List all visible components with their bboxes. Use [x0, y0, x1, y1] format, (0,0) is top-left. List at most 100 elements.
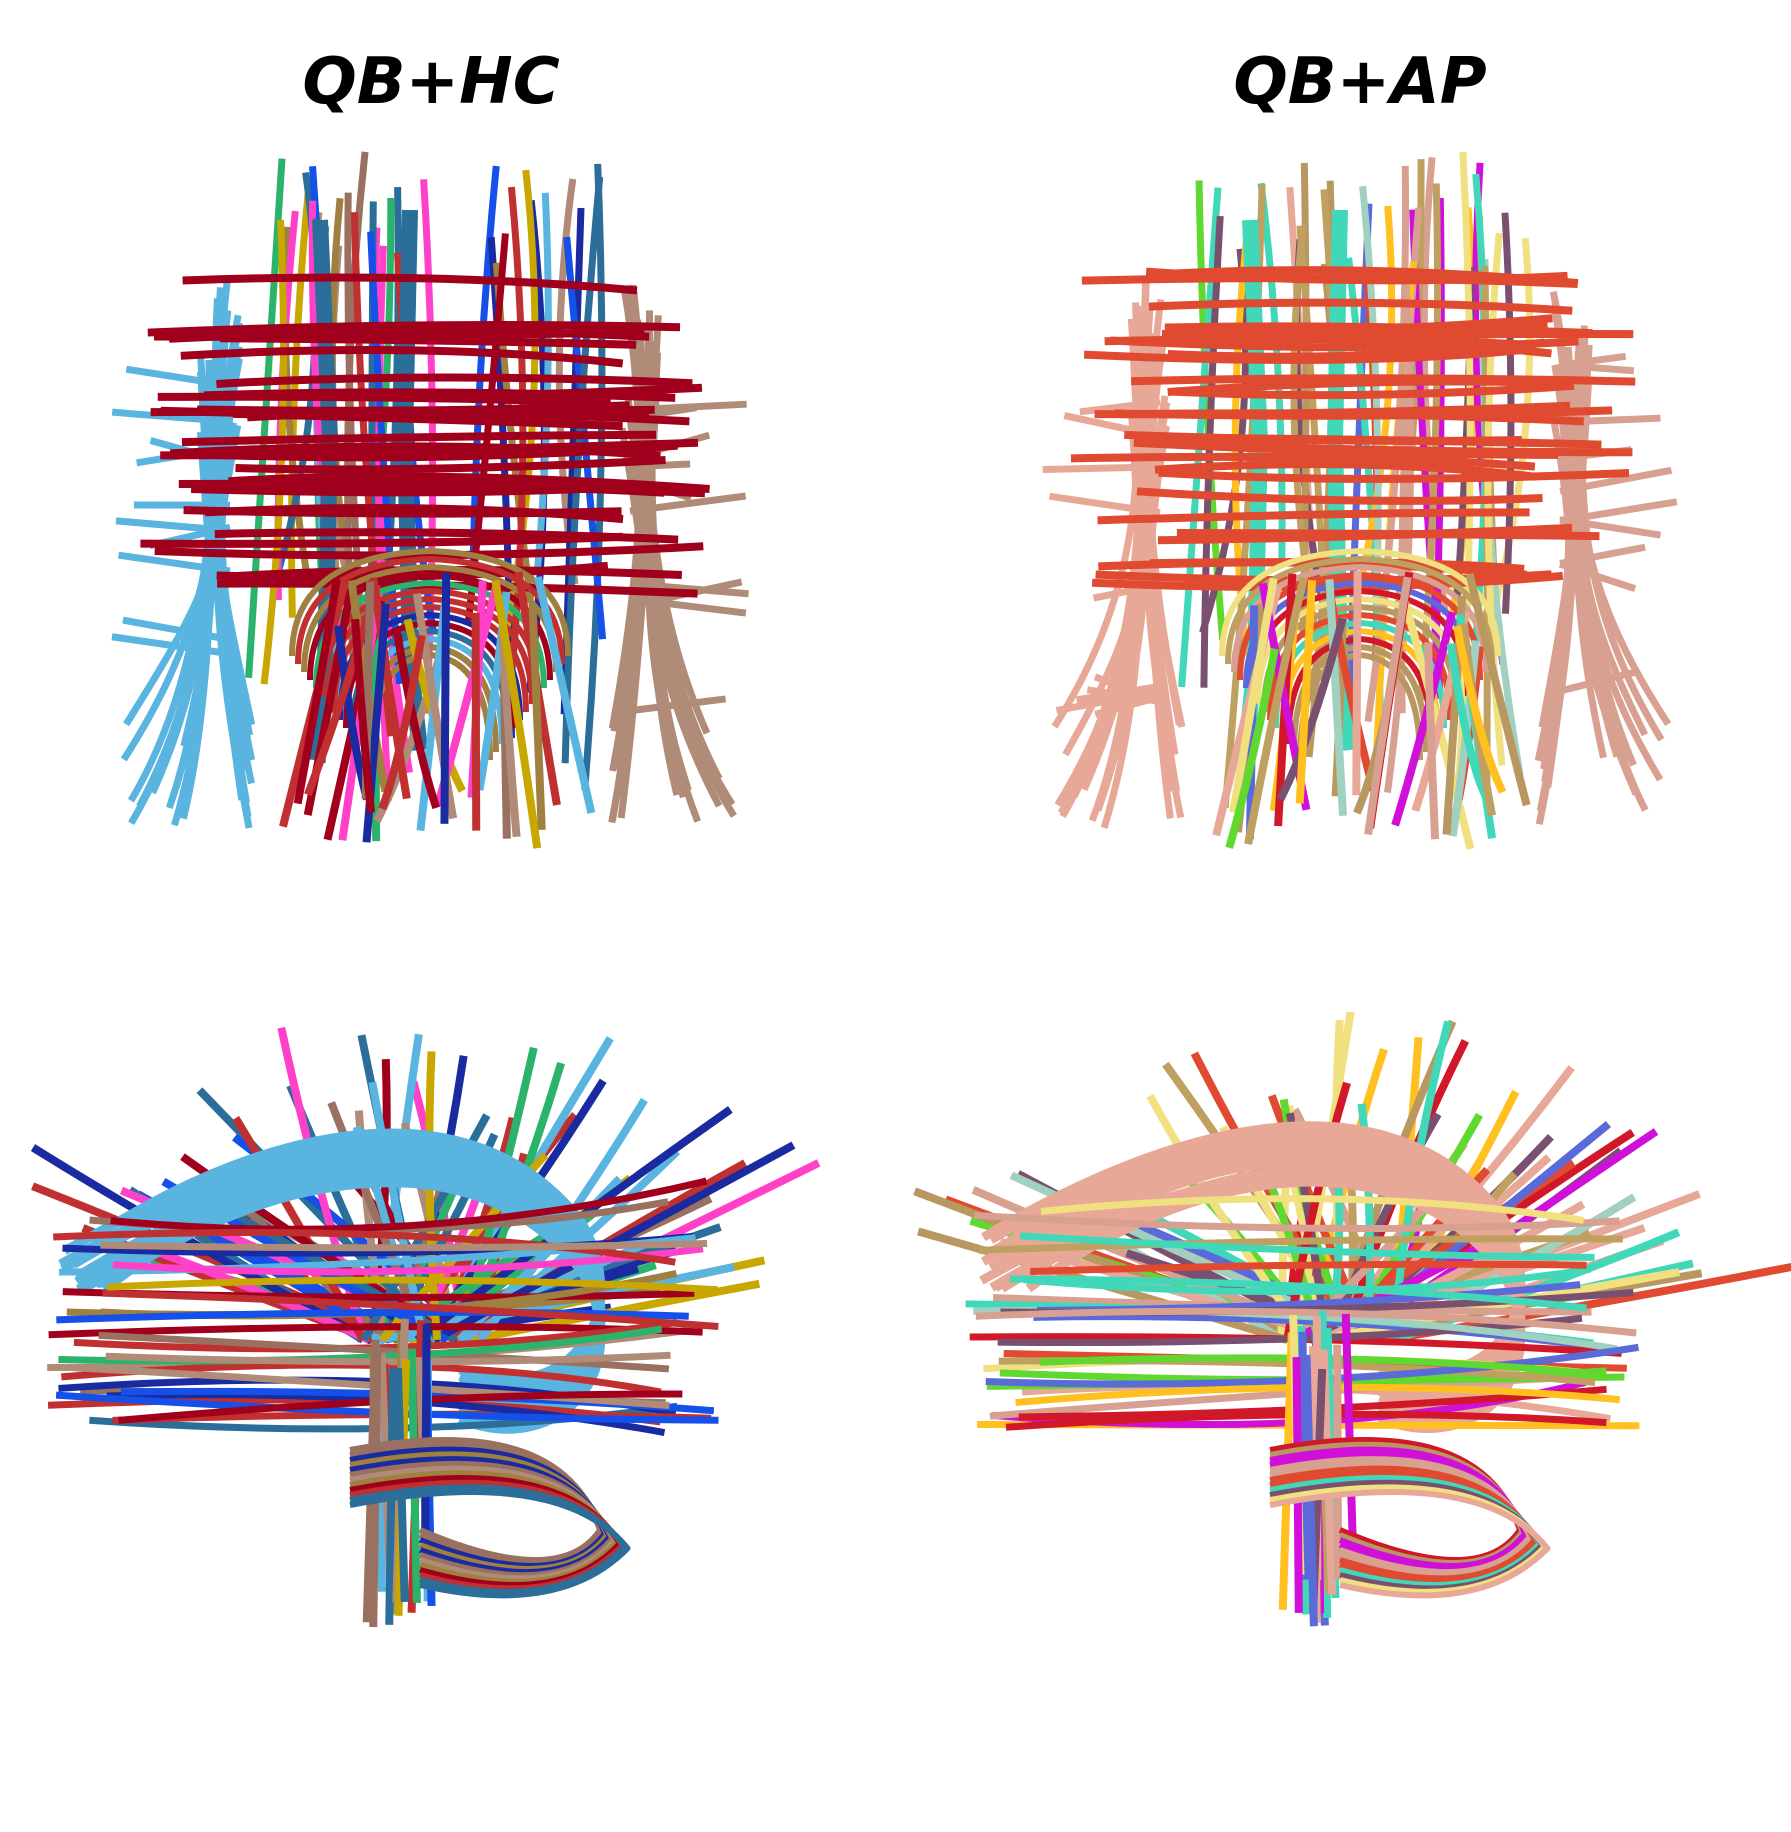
sagittal-view-qb-hc	[30, 1010, 840, 1710]
fiber-streamline	[1093, 673, 1162, 705]
sagittal-view-qb-ap	[913, 1010, 1791, 1710]
fiber-streamline	[1325, 579, 1347, 816]
fiber-streamline	[1167, 377, 1552, 396]
fiber-streamline	[629, 492, 747, 515]
fiber-streamline	[1276, 617, 1347, 802]
fiber-streamline	[533, 192, 552, 573]
fiber-streamline	[1131, 374, 1636, 386]
fiber-streamline	[183, 506, 622, 518]
fiber-streamline	[528, 603, 546, 830]
fiber-streamline	[1269, 1489, 1551, 1599]
fiber-streamline	[974, 1211, 1620, 1232]
fiber-streamline	[1094, 401, 1571, 419]
fiber-streamline	[1559, 352, 1627, 369]
fiber-streamline	[220, 334, 637, 349]
fiber-streamline	[1095, 570, 1552, 585]
fiber-streamline	[392, 627, 441, 810]
fiber-streamline	[102, 1289, 719, 1330]
fiber-streamline	[1465, 572, 1531, 807]
fiber-streamline	[1148, 298, 1573, 315]
fiber-streamline	[1231, 564, 1489, 673]
fiber-streamline	[214, 528, 679, 544]
fiber-streamline	[56, 1308, 689, 1324]
fiber-streamline	[1559, 466, 1673, 495]
fiber-streamline	[111, 633, 231, 658]
fiber-streamline	[1319, 1268, 1680, 1344]
fiber-streamline	[111, 408, 231, 425]
fiber-streamline	[118, 551, 231, 575]
fiber-streamline	[425, 1051, 442, 1341]
fiber-streamline	[289, 548, 571, 657]
fiber-streamline	[1424, 642, 1440, 840]
fiber-streamline	[1145, 267, 1568, 285]
fiber-streamline	[58, 1152, 605, 1409]
fiber-streamline	[561, 176, 604, 764]
fiber-streamline	[107, 1276, 718, 1294]
axial-view-qb-hc	[110, 140, 750, 960]
fiber-streamline	[180, 346, 624, 368]
fiber-streamline	[125, 365, 231, 389]
fiber-streamline	[1021, 1155, 1525, 1411]
axial-view-qb-ap	[1040, 140, 1680, 960]
fiber-streamline	[1352, 570, 1362, 796]
fiber-streamline	[349, 1489, 631, 1599]
fiber-streamline	[1154, 460, 1537, 481]
fiber-streamline	[631, 374, 695, 737]
fiber-streamline	[157, 392, 611, 408]
fiber-streamline	[1138, 433, 1602, 449]
fiber-streamline	[1164, 322, 1593, 338]
fiber-streamline	[491, 579, 542, 849]
fiber-streamline	[1225, 648, 1279, 849]
fiber-streamline	[1391, 611, 1456, 827]
fiber-streamline	[53, 1229, 676, 1266]
fiber-streamline	[1040, 1195, 1585, 1224]
fiber-streamline	[1559, 498, 1678, 525]
fiber-streamline	[1160, 334, 1552, 358]
fiber-streamline	[1042, 463, 1161, 473]
fiber-streamline	[1136, 487, 1543, 505]
fiber-streamline	[1453, 625, 1507, 794]
fiber-streamline	[1229, 577, 1278, 814]
fiber-streamline	[978, 1235, 1623, 1254]
fiber-streamline	[1176, 529, 1600, 541]
fiber-streamline	[1559, 543, 1646, 567]
column-title-qb-hc: QB+HC	[302, 45, 560, 119]
fiber-streamline	[1559, 516, 1661, 539]
fiber-streamline	[1097, 508, 1530, 525]
fiber-streamline	[182, 273, 638, 295]
fiber-streamline	[1548, 328, 1587, 723]
fiber-streamline	[378, 634, 426, 811]
fiber-streamline	[169, 441, 678, 462]
fiber-streamline	[351, 618, 376, 814]
fiber-streamline	[1364, 576, 1412, 836]
fiber-streamline	[1009, 1275, 1588, 1312]
fiber-streamline	[235, 456, 666, 474]
column-title-qb-ap: QB+AP	[1233, 45, 1487, 119]
fiber-streamline	[534, 575, 596, 814]
fiber-streamline	[1166, 438, 1633, 457]
fiber-streamline	[581, 163, 606, 790]
fiber-streamline	[110, 1177, 708, 1233]
fiber-streamline	[100, 1239, 708, 1252]
fiber-streamline	[190, 484, 592, 497]
tractography-axial-qb-ap	[1042, 152, 1678, 850]
fiber-streamline	[469, 165, 500, 577]
fiber-streamline	[629, 460, 691, 471]
fiber-streamline	[122, 616, 231, 644]
fiber-streamline	[369, 577, 411, 800]
fiber-streamline	[154, 542, 704, 560]
fiber-streamline	[1070, 452, 1536, 471]
fiber-streamline	[1558, 560, 1637, 592]
fiber-streamline	[1158, 468, 1630, 483]
fiber-streamline	[181, 430, 657, 447]
fiber-streamline	[629, 695, 727, 715]
fiber-streamline	[228, 472, 710, 494]
fiber-streamline	[1295, 580, 1317, 804]
fiber-streamline	[1173, 381, 1575, 400]
fiber-streamline	[247, 409, 690, 426]
fiber-streamline	[440, 573, 451, 824]
fiber-streamline	[307, 572, 553, 681]
fiber-streamline	[471, 612, 481, 831]
fiber-streamline	[87, 1128, 605, 1384]
fiber-streamline	[1079, 398, 1161, 416]
